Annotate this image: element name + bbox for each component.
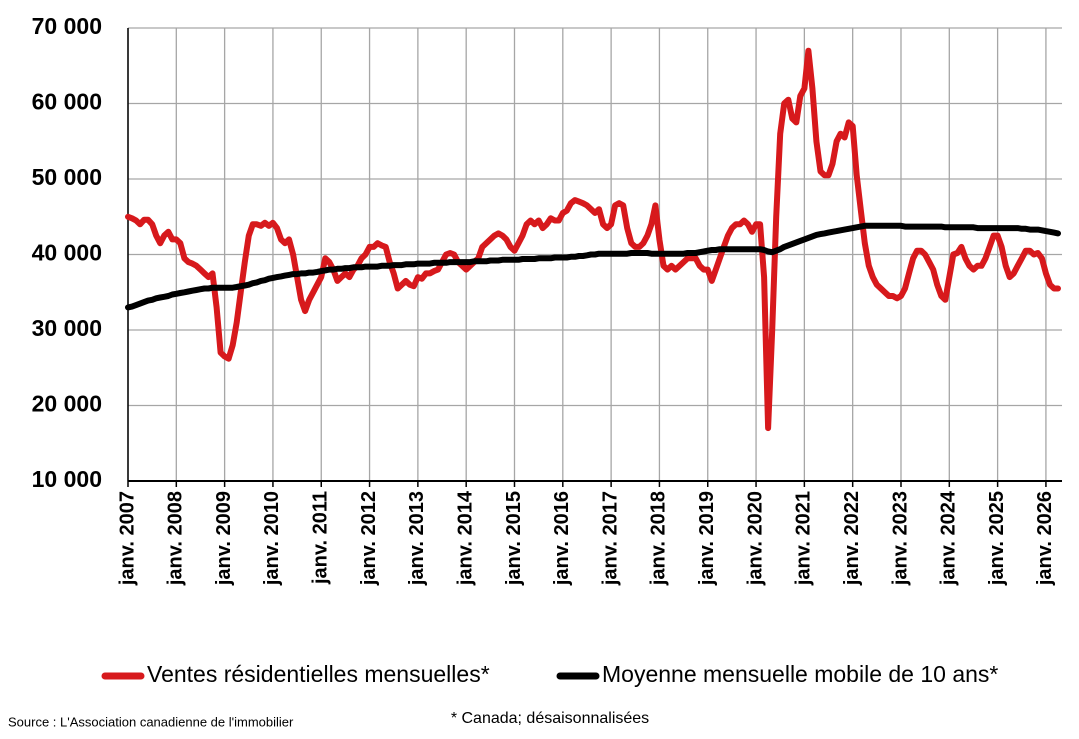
x-tick-label: janv. 2024 — [938, 490, 960, 586]
footnote: * Canada; désaisonnalisées — [451, 710, 649, 727]
x-tick-label: janv. 2013 — [406, 491, 428, 586]
x-tick-label: janv. 2015 — [503, 491, 525, 586]
series-line — [125, 47, 1061, 432]
y-tick-label: 30 000 — [32, 315, 102, 341]
x-tick-label: janv. 2019 — [696, 491, 718, 586]
x-tick-label: janv. 2008 — [165, 491, 187, 586]
x-tick-label: janv. 2023 — [889, 491, 911, 586]
y-tick-label: 70 000 — [32, 13, 102, 39]
x-tick-label: janv. 2017 — [599, 491, 621, 586]
legend-label: Ventes résidentielles mensuelles* — [147, 661, 490, 687]
x-tick-label: janv. 2022 — [841, 491, 863, 586]
x-tick-label: janv. 2011 — [310, 491, 332, 585]
y-tick-label: 60 000 — [32, 89, 102, 115]
y-tick-label: 20 000 — [32, 391, 102, 417]
legend-label: Moyenne mensuelle mobile de 10 ans* — [602, 661, 998, 687]
source: Source : L'Association canadienne de l'i… — [8, 714, 294, 729]
x-tick-label: janv. 2018 — [648, 491, 670, 586]
x-tick-label: janv. 2014 — [454, 490, 476, 586]
x-tick-label: janv. 2007 — [116, 491, 138, 586]
x-tick-label: janv. 2016 — [551, 491, 573, 586]
x-tick-label: janv. 2021 — [793, 491, 815, 586]
x-tick-label: janv. 2009 — [213, 491, 235, 586]
y-tick-label: 50 000 — [32, 164, 102, 190]
y-tick-label: 10 000 — [32, 466, 102, 492]
x-tick-label: janv. 2025 — [986, 491, 1008, 586]
series-line — [125, 222, 1061, 311]
x-tick-label: janv. 2020 — [744, 491, 766, 586]
y-tick-label: 40 000 — [32, 240, 102, 266]
x-tick-label: janv. 2026 — [1034, 491, 1056, 586]
x-tick-label: janv. 2012 — [358, 491, 380, 586]
x-tick-label: janv. 2010 — [261, 491, 283, 586]
